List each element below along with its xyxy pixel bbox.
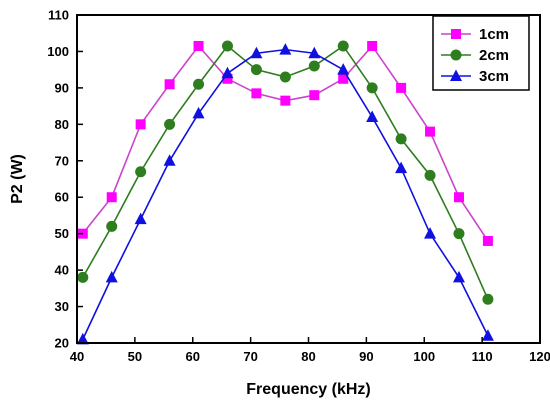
data-point	[77, 271, 89, 283]
data-point	[135, 166, 147, 178]
y-tick-label: 70	[55, 153, 69, 168]
y-tick-label: 90	[55, 80, 69, 95]
data-point	[424, 169, 436, 181]
data-point	[193, 78, 205, 90]
legend: 1cm 2cm 3cm	[432, 15, 530, 91]
data-point	[482, 235, 493, 246]
data-point	[366, 82, 378, 94]
data-point	[481, 329, 494, 341]
data-point	[452, 270, 465, 283]
data-point	[192, 106, 205, 119]
data-point	[308, 46, 321, 59]
x-tick-label: 70	[243, 349, 257, 364]
x-tick-label: 60	[186, 349, 200, 364]
data-point	[453, 192, 464, 203]
data-point	[337, 63, 350, 75]
legend-label: 3cm	[479, 68, 509, 85]
y-tick-label: 60	[55, 190, 69, 205]
y-tick-label: 80	[55, 117, 69, 132]
data-point	[250, 46, 263, 59]
data-point	[105, 270, 118, 283]
y-tick-label: 110	[48, 8, 69, 23]
data-point	[193, 40, 204, 51]
y-tick-label: 40	[55, 263, 69, 278]
data-point	[396, 82, 407, 93]
legend-label: 2cm	[479, 47, 509, 64]
data-point	[366, 110, 379, 123]
data-point	[395, 133, 407, 145]
data-point	[367, 40, 378, 51]
y-axis-title: P2 (W)	[9, 154, 26, 204]
data-point	[250, 64, 262, 76]
legend-item-1cm: 1cm	[441, 26, 509, 43]
data-point	[221, 66, 234, 79]
legend-item-3cm: 3cm	[441, 68, 509, 85]
data-point	[135, 119, 146, 130]
data-point	[395, 161, 408, 174]
y-tick-label: 20	[55, 336, 69, 351]
data-point	[337, 40, 349, 52]
data-point	[279, 71, 291, 83]
legend-marker	[450, 49, 462, 61]
x-tick-label: 100	[413, 349, 435, 364]
data-point	[134, 212, 147, 225]
data-point	[106, 220, 118, 232]
x-tick-label: 110	[472, 349, 493, 364]
series-2cm	[77, 40, 494, 305]
ticks-layer: 40 50 60 70 80 90 100 110 120 20 30 40 50 60 70 80 90 100…	[47, 8, 550, 365]
data-point	[308, 60, 320, 72]
x-tick-label: 80	[301, 349, 315, 364]
data-point	[221, 40, 233, 52]
x-tick-label: 50	[128, 349, 142, 364]
legend-label: 1cm	[479, 26, 509, 43]
legend-box	[432, 15, 530, 91]
data-point	[106, 192, 117, 203]
x-tick-label: 120	[529, 349, 550, 364]
data-point	[251, 88, 262, 99]
data-point	[279, 43, 292, 55]
data-point	[424, 227, 437, 239]
y-tick-label: 50	[55, 226, 69, 241]
y-tick-label: 30	[55, 299, 69, 314]
data-point	[425, 126, 436, 137]
data-point	[164, 79, 175, 90]
data-point	[163, 154, 176, 166]
x-axis-title: Frequency (kHz)	[246, 381, 370, 398]
data-point	[222, 73, 233, 84]
y-tick-label: 100	[47, 44, 69, 59]
data-point	[280, 95, 291, 106]
x-tick-label: 90	[359, 349, 373, 364]
data-point	[309, 90, 320, 101]
data-point	[338, 73, 349, 84]
legend-marker	[450, 69, 462, 81]
series-3cm	[76, 43, 494, 345]
data-point	[482, 293, 494, 305]
data-point	[453, 228, 465, 240]
series-line	[82, 48, 489, 340]
data-point	[164, 118, 176, 130]
x-tick-label: 40	[70, 349, 84, 364]
data-point	[76, 332, 89, 345]
legend-marker	[451, 29, 461, 39]
legend-item-2cm: 2cm	[441, 47, 509, 64]
series-layer	[76, 40, 494, 345]
